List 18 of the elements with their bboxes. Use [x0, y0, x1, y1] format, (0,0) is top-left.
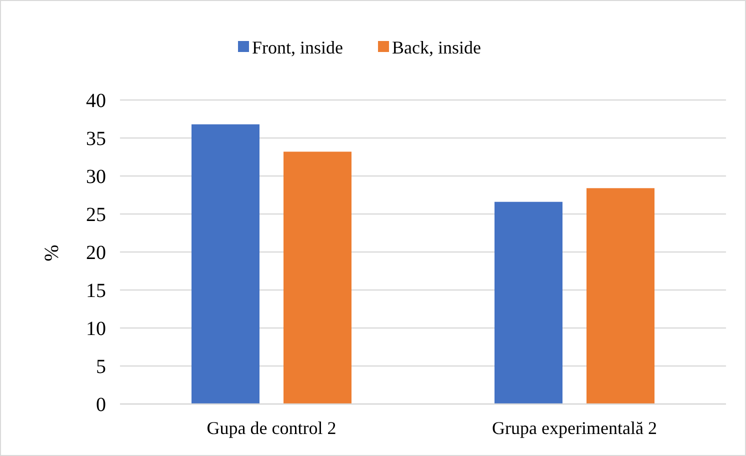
- y-tick-label: 35: [86, 128, 106, 150]
- y-tick-label: 10: [86, 318, 106, 340]
- y-tick-label: 15: [86, 280, 106, 302]
- y-tick-label: 25: [86, 204, 106, 226]
- legend-label: Front, inside: [252, 37, 344, 58]
- y-tick-label: 30: [86, 166, 106, 188]
- bar: [494, 202, 562, 404]
- x-tick-label: Gupa de control 2: [206, 418, 336, 438]
- x-tick-label: Grupa experimentală 2: [492, 418, 657, 438]
- bar: [192, 124, 260, 404]
- legend-label: Back, inside: [392, 37, 481, 58]
- y-tick-label: 20: [86, 242, 106, 264]
- bar: [284, 152, 352, 404]
- bar: [586, 188, 654, 404]
- y-tick-label: 40: [86, 90, 106, 112]
- y-tick-label: 0: [96, 394, 106, 416]
- y-tick-label: 5: [96, 356, 106, 378]
- y-axis-title: %: [41, 244, 63, 262]
